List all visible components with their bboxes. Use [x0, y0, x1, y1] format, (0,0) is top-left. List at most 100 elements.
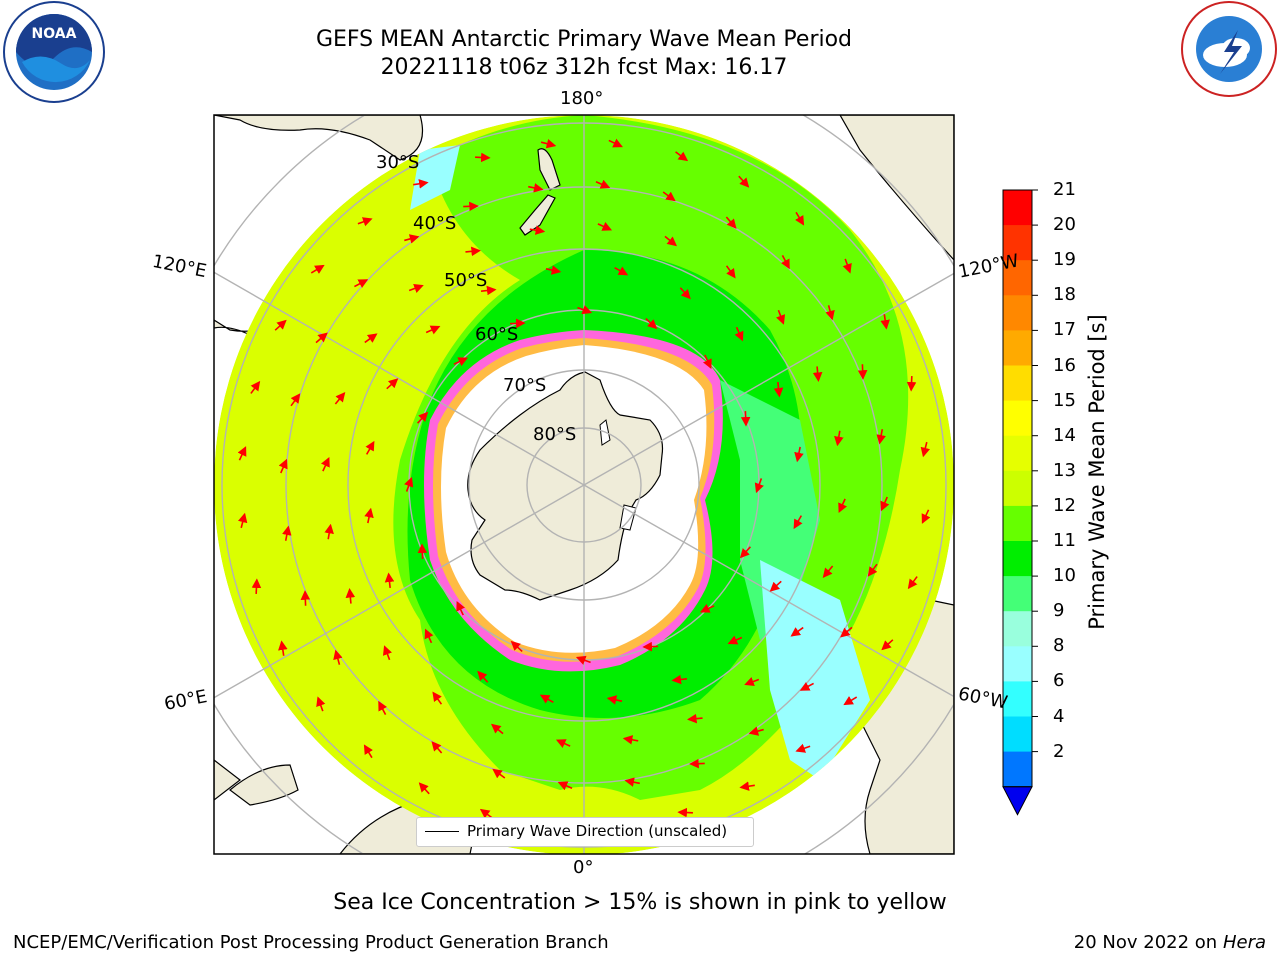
wave-arrow	[702, 354, 712, 370]
wave-arrow	[834, 430, 844, 447]
wave-arrow	[408, 283, 424, 293]
wave-arrow	[333, 649, 343, 665]
wave-arrow	[739, 546, 752, 559]
sea-ice-note: Sea Ice Concentration > 15% is shown in …	[333, 890, 947, 915]
wave-arrow	[867, 563, 878, 577]
wave-arrow	[290, 393, 301, 407]
wave-arrow	[424, 628, 434, 644]
wave-arrow	[687, 713, 703, 724]
wave-arrow	[382, 645, 392, 661]
wave-arrow	[492, 768, 506, 779]
wave-arrow	[475, 152, 491, 163]
wave-arrow	[606, 695, 623, 705]
colorbar-tick-label: 15	[1053, 389, 1076, 411]
chart-title: GEFS MEAN Antarctic Primary Wave Mean Pe…	[315, 27, 853, 52]
map-frame	[213, 114, 955, 855]
wave-arrow	[790, 626, 804, 637]
nws-logo	[1181, 1, 1277, 97]
wave-arrow	[740, 411, 751, 427]
wave-arrow	[528, 183, 544, 193]
wave-arrow	[324, 523, 334, 540]
lon-label-0: 0°	[573, 857, 594, 878]
wave-arrow	[479, 808, 493, 819]
wave-arrow	[881, 639, 894, 651]
colorbar-tick-label: 14	[1053, 424, 1076, 446]
wave-arrow	[725, 216, 737, 229]
wave-arrow	[622, 735, 639, 745]
wave-arrow	[357, 217, 373, 227]
legend-line-sample	[425, 831, 459, 832]
wave-arrow	[795, 211, 805, 226]
wave-arrow	[378, 700, 387, 715]
wave-arrow	[316, 696, 326, 712]
wave-arrow	[608, 138, 623, 148]
wave-arrow	[557, 781, 573, 791]
colorbar-tick-label: 17	[1053, 319, 1076, 341]
wave-arrow	[906, 376, 917, 392]
svg-text:NOAA: NOAA	[32, 26, 77, 42]
lat-label-70: 70°S	[503, 375, 547, 396]
wave-arrow	[416, 411, 429, 424]
wave-arrow	[689, 758, 705, 769]
lat-label-50: 50°S	[444, 270, 488, 291]
wave-direction-arrows	[237, 138, 931, 832]
wave-arrow	[642, 641, 658, 652]
wave-arrow	[739, 781, 755, 791]
wave-arrow	[738, 175, 750, 188]
wave-arrow	[274, 319, 287, 331]
antarctica	[467, 371, 664, 601]
credit-right: 20 Nov 2022 on Hera	[1073, 932, 1266, 953]
wave-arrow	[822, 565, 834, 579]
wave-arrow	[677, 807, 693, 818]
wave-arrow	[662, 191, 676, 202]
wave-arrow	[876, 429, 886, 445]
wave-arrow	[345, 588, 356, 604]
noaa-logo: NOAA	[3, 1, 105, 103]
wave-arrow	[793, 515, 803, 530]
wave-arrow	[432, 691, 443, 705]
wave-arrow	[645, 317, 658, 330]
wave-arrow	[418, 782, 430, 795]
colorbar	[1002, 189, 1038, 816]
wave-arrow	[575, 655, 591, 665]
wave-arrow	[510, 318, 526, 329]
wave-arrow	[795, 743, 811, 753]
wave-arrow	[315, 332, 328, 344]
wave-arrow	[510, 640, 523, 653]
wave-arrow	[477, 670, 489, 683]
wave-arrow	[529, 225, 546, 235]
colorbar-segment	[1003, 646, 1032, 682]
wave-arrow	[671, 674, 688, 685]
colorbar-segment	[1003, 576, 1032, 612]
colorbar-segment	[1003, 400, 1032, 437]
wave-arrow	[334, 391, 346, 405]
colorbar-segment	[1003, 190, 1032, 226]
wave-arrow	[425, 325, 441, 335]
colorbar-segment	[1003, 225, 1032, 261]
wave-arrow	[431, 741, 443, 754]
wave-arrow	[734, 326, 744, 342]
wave-arrow	[282, 525, 292, 541]
wave-arrow	[364, 333, 378, 344]
credit-left: NCEP/EMC/Verification Post Processing Pr…	[13, 932, 609, 953]
colorbar-tick-label: 19	[1053, 249, 1076, 271]
lat-label-80: 80°S	[533, 424, 577, 445]
wave-arrow	[840, 626, 853, 638]
wave-arrow	[577, 305, 593, 315]
wave-arrow	[490, 723, 504, 735]
wave-arrow	[699, 603, 715, 613]
colorbar-tick-label: 12	[1053, 494, 1076, 516]
wave-arrow	[278, 640, 288, 656]
wave-arrow	[857, 364, 868, 380]
colorbar-segment	[1003, 260, 1032, 296]
wave-arrow	[675, 151, 689, 162]
wave-arrow	[417, 543, 428, 559]
wave-arrow	[384, 572, 395, 589]
colorbar-tick-label: 10	[1053, 565, 1076, 587]
colorbar-segment	[1003, 611, 1032, 647]
wave-arrow	[238, 512, 248, 529]
wave-arrow	[363, 744, 373, 759]
wave-arrow	[453, 357, 469, 367]
wave-arrow	[679, 287, 691, 300]
chart-subtitle: 20221118 t06z 312h fcst Max: 16.17	[380, 55, 788, 80]
